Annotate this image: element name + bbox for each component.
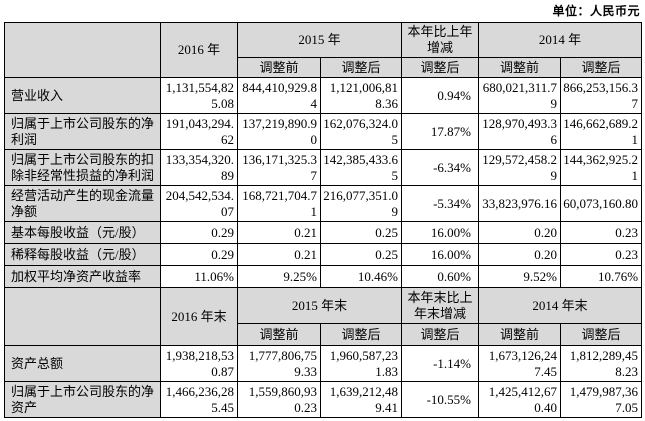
row-label: 营业收入 (4, 77, 161, 114)
subheader-change-adjust-after-1: 调整后 (401, 57, 480, 78)
cell-2015-before: 1,559,860,930.23 (237, 381, 321, 418)
cell-2015-before: 9.25% (237, 265, 321, 288)
cell-change: -5.34% (401, 185, 480, 222)
cell-change: 0.60% (401, 265, 480, 288)
cell-2014-after: 146,662,689.21 (560, 113, 643, 150)
cell-2016: 204,542,534.07 (160, 185, 238, 222)
cell-change: 0.94% (401, 77, 480, 114)
unit-label: 单位：人民币元 (552, 4, 640, 18)
cell-2014-after: 866,253,156.37 (560, 77, 643, 114)
header-year-end-2014: 2014 年末 (478, 287, 643, 324)
cell-2015-before: 137,219,890.90 (237, 113, 321, 150)
cell-2015-after: 162,076,324.05 (319, 113, 403, 150)
row-label: 稀释每股收益（元/股） (4, 243, 161, 266)
cell-2016: 1,131,554,825.08 (160, 77, 238, 114)
cell-2015-before: 136,171,325.37 (237, 149, 321, 186)
cell-2014-after: 1,479,987,367.05 (560, 381, 643, 418)
cell-2014-before: 0.20 (478, 243, 562, 266)
table-row-total-assets: 资产总额 1,938,218,530.87 1,777,806,759.33 1… (4, 345, 643, 382)
cell-2016: 1,938,218,530.87 (160, 345, 238, 382)
header-year-end-2016: 2016 年末 (160, 287, 238, 346)
header-year-2015: 2015 年 (236, 22, 403, 58)
table-header-row-sub-1: 调整前 调整后 调整后 调整前 调整后 (5, 57, 643, 78)
cell-2015-after: 1,639,212,489.41 (319, 381, 403, 418)
cell-2014-before: 129,572,458.29 (478, 149, 562, 186)
cell-2016: 0.29 (160, 221, 238, 244)
cell-2016: 1,466,236,285.45 (160, 381, 238, 418)
cell-2015-after: 0.25 (319, 221, 403, 244)
subheader-2015end-adjust-before: 调整前 (237, 323, 321, 346)
row-label: 经营活动产生的现金流量净额 (4, 185, 161, 222)
cell-2015-before: 1,777,806,759.33 (237, 345, 321, 382)
cell-change: 16.00% (401, 221, 480, 244)
cell-2015-before: 0.21 (237, 243, 321, 266)
cell-2014-before: 1,673,126,247.45 (478, 345, 562, 382)
header-year-end-2015: 2015 年末 (236, 287, 403, 324)
table-row-revenue: 营业收入 1,131,554,825.08 844,410,929.84 1,1… (4, 77, 643, 114)
table-row-basic-eps: 基本每股收益（元/股） 0.29 0.21 0.25 16.00% 0.20 0… (4, 221, 643, 244)
header-empty-cell-1 (4, 22, 161, 78)
row-label: 加权平均净资产收益率 (4, 265, 161, 288)
cell-2016: 11.06% (160, 265, 238, 288)
cell-2015-after: 0.25 (319, 243, 403, 266)
cell-2014-after: 0.23 (560, 243, 643, 266)
cell-2015-after: 1,960,587,231.83 (319, 345, 403, 382)
cell-2014-before: 0.20 (478, 221, 562, 244)
row-label: 归属于上市公司股东的扣除非经常性损益的净利润 (4, 149, 161, 186)
cell-2016: 191,043,294.62 (160, 113, 238, 150)
subheader-change-adjust-after-2: 调整后 (401, 323, 480, 346)
table-row-net-profit-excl-nonrecurring: 归属于上市公司股东的扣除非经常性损益的净利润 133,354,320.89 13… (4, 149, 643, 186)
cell-change: -10.55% (401, 381, 480, 418)
cell-2015-after: 10.46% (319, 265, 403, 288)
cell-2015-after: 216,077,351.09 (319, 185, 403, 222)
cell-change: 16.00% (401, 243, 480, 266)
financial-summary-table: 2016 年 2015 年 本年比上年增减 2014 年 调整前 调整后 调整后… (4, 22, 643, 418)
row-label: 资产总额 (4, 345, 161, 382)
subheader-2014end-adjust-before: 调整前 (478, 323, 562, 346)
header-year-2014: 2014 年 (478, 22, 643, 58)
table-row-net-assets: 归属于上市公司股东的净资产 1,466,236,285.45 1,559,860… (4, 381, 643, 418)
cell-change: -6.34% (401, 149, 480, 186)
cell-2015-after: 142,385,433.65 (319, 149, 403, 186)
subheader-2015end-adjust-after: 调整后 (319, 323, 403, 346)
table-row-net-profit: 归属于上市公司股东的净利润 191,043,294.62 137,219,890… (4, 113, 643, 150)
table-row-operating-cash-flow: 经营活动产生的现金流量净额 204,542,534.07 168,721,704… (4, 185, 643, 222)
header-change-1: 本年比上年增减 (401, 22, 480, 58)
cell-2014-before: 33,823,976.16 (478, 185, 562, 222)
header-change-2: 本年末比上年末增减 (401, 287, 480, 324)
cell-2014-before: 128,970,493.36 (478, 113, 562, 150)
cell-2015-before: 0.21 (237, 221, 321, 244)
subheader-2014-adjust-before: 调整前 (478, 57, 562, 78)
cell-2014-after: 0.23 (560, 221, 643, 244)
row-label: 基本每股收益（元/股） (4, 221, 161, 244)
table-row-diluted-eps: 稀释每股收益（元/股） 0.29 0.21 0.25 16.00% 0.20 0… (4, 243, 643, 266)
cell-2015-before: 168,721,704.71 (237, 185, 321, 222)
cell-2016: 133,354,320.89 (160, 149, 238, 186)
cell-2014-after: 60,073,160.80 (560, 185, 643, 222)
cell-2014-before: 680,021,311.79 (478, 77, 562, 114)
cell-2016: 0.29 (160, 243, 238, 266)
cell-2014-after: 1,812,289,458.23 (560, 345, 643, 382)
table-header-row-years-2: 2016 年末 2015 年末 本年末比上年末增减 2014 年末 (4, 287, 643, 346)
cell-change: 17.87% (401, 113, 480, 150)
cell-2014-after: 10.76% (560, 265, 643, 288)
row-label: 归属于上市公司股东的净利润 (4, 113, 161, 150)
cell-2015-after: 1,121,006,818.36 (319, 77, 403, 114)
cell-2014-before: 1,425,412,670.40 (478, 381, 562, 418)
subheader-2014-adjust-after: 调整后 (560, 57, 643, 78)
header-empty-cell-2 (4, 287, 161, 346)
cell-2014-after: 144,362,925.21 (560, 149, 643, 186)
subheader-2015-adjust-after: 调整后 (319, 57, 403, 78)
cell-2015-before: 844,410,929.84 (237, 77, 321, 114)
cell-2014-before: 9.52% (478, 265, 562, 288)
subheader-2015-adjust-before: 调整前 (237, 57, 321, 78)
table-header-row-years-1: 2016 年 2015 年 本年比上年增减 2014 年 (4, 22, 643, 78)
table-row-weighted-roe: 加权平均净资产收益率 11.06% 9.25% 10.46% 0.60% 9.5… (4, 265, 643, 288)
cell-change: -1.14% (401, 345, 480, 382)
header-year-2016: 2016 年 (160, 22, 238, 78)
subheader-2014end-adjust-after: 调整后 (560, 323, 643, 346)
row-label: 归属于上市公司股东的净资产 (4, 381, 161, 418)
